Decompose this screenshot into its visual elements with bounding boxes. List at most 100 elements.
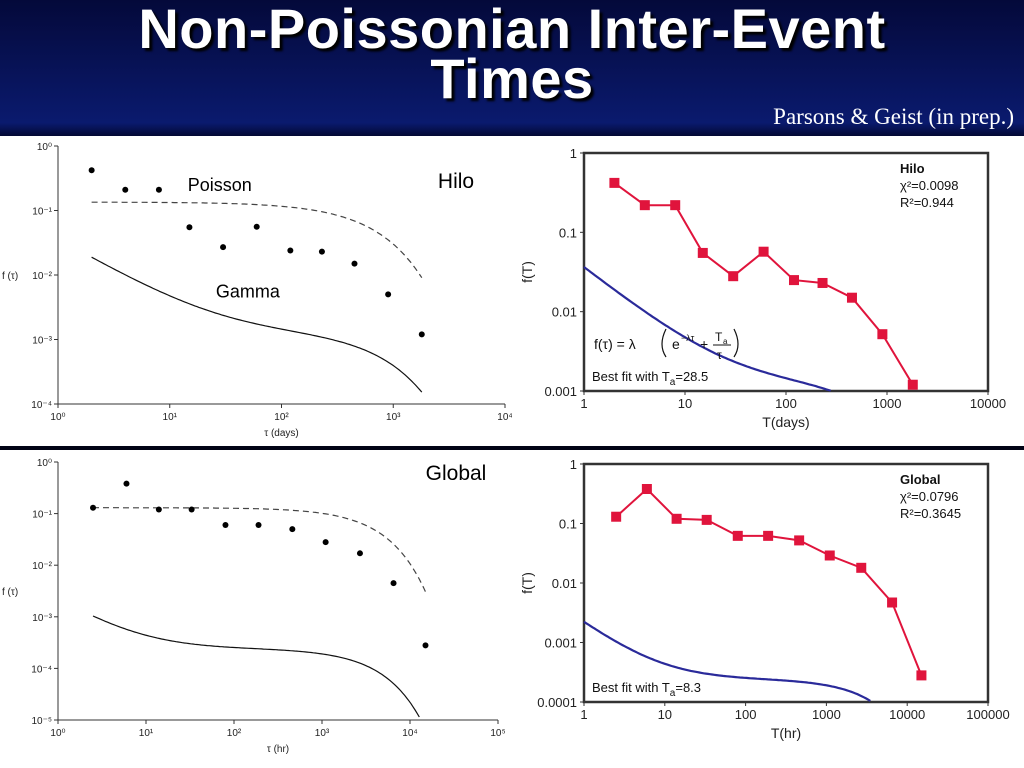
x-tick-label: 1: [580, 707, 587, 722]
x-tick-label: 10³: [386, 412, 401, 423]
data-square: [846, 292, 857, 303]
data-point: [155, 506, 162, 513]
title-line-1: Non-Poissonian Inter-Event: [138, 0, 886, 60]
r-squared-stat: R²=0.944: [900, 195, 954, 210]
data-square: [907, 379, 918, 390]
y-tick-label: 10⁻²: [32, 271, 52, 282]
best-fit-label: Best fit with Ta=8.3: [592, 680, 701, 699]
x-tick-label: 100: [775, 396, 797, 411]
data-point: [186, 224, 193, 231]
y-tick-label: 10⁻⁴: [31, 400, 52, 411]
r-squared-stat: R²=0.3645: [900, 506, 961, 521]
data-point: [390, 580, 397, 587]
y-axis-label: f(T): [519, 261, 535, 283]
x-tick-label: 1000: [873, 396, 902, 411]
x-tick-label: 10³: [315, 728, 330, 739]
x-tick-label: 10: [658, 707, 672, 722]
best-fit-text: Best fit with T: [592, 680, 670, 695]
title-line-2: Times: [430, 47, 594, 110]
y-tick-label: 10⁰: [37, 458, 52, 469]
data-point: [351, 260, 358, 267]
data-point: [88, 167, 95, 174]
formula-plus: +: [700, 336, 708, 352]
data-point: [222, 522, 229, 529]
data-square: [856, 562, 867, 573]
chart-title: Global: [426, 462, 487, 485]
data-point: [220, 244, 227, 251]
data-point: [188, 506, 195, 513]
y-tick-label: 10⁻³: [32, 613, 52, 624]
x-tick-label: 10⁵: [490, 728, 505, 739]
x-axis-label: τ (days): [264, 428, 299, 439]
data-square: [611, 511, 622, 522]
x-tick-label: 10000: [970, 396, 1006, 411]
x-tick-label: 10⁴: [497, 412, 512, 423]
data-square: [916, 670, 927, 681]
x-axis-label: τ (hr): [267, 744, 289, 755]
y-tick-label: 10⁻⁴: [31, 664, 52, 675]
x-tick-label: 10²: [227, 728, 242, 739]
data-square: [788, 275, 799, 286]
best-fit-subscript: a: [670, 688, 676, 699]
chart-title: Hilo: [438, 170, 474, 193]
best-fit-label: Best fit with Ta=28.5: [592, 369, 708, 388]
data-square: [671, 513, 682, 524]
data-point: [289, 526, 296, 533]
chart-title: Hilo: [900, 161, 925, 176]
global-fit-chart: 1 10 100 1000 10000 100000 1 0.1 0.01 0.001 0.0001…: [519, 457, 1010, 741]
x-axis-label: T(days): [762, 414, 809, 430]
y-tick-label: 10⁰: [37, 142, 52, 153]
attribution: Parsons & Geist (in prep.): [773, 104, 1014, 129]
chi-square-stat: χ²=0.0098: [900, 178, 959, 193]
curve-label-poisson: Poisson: [188, 175, 252, 195]
y-axis-label: f (τ): [2, 271, 18, 282]
data-square: [887, 597, 898, 608]
data-square: [670, 200, 681, 211]
data-square: [824, 550, 835, 561]
formula-exp-power: −λτ: [681, 333, 695, 343]
y-tick-label: 0.001: [544, 384, 577, 399]
gamma-curve: [91, 256, 423, 393]
y-tick-label: 10⁻³: [32, 336, 52, 347]
data-square: [763, 530, 774, 541]
x-tick-label: 10: [678, 396, 692, 411]
y-tick-label: 1: [570, 146, 577, 161]
formula-numerator-sub: a: [723, 337, 728, 346]
gamma-curve: [92, 615, 420, 718]
data-point: [422, 642, 429, 649]
formula-prefix: f(τ) = λ: [594, 336, 636, 352]
x-tick-label: 10⁰: [50, 412, 65, 423]
data-point: [385, 291, 392, 298]
hilo-gamma-panel: 10⁰ 10¹ 10² 10³ 10⁴ 10⁰ 10⁻¹ 10⁻² 10⁻³ 10⁻⁴ τ (day…: [0, 136, 512, 446]
fit-curve: [583, 620, 871, 702]
formula-paren-right: [733, 328, 739, 358]
formula-paren-left: [661, 328, 667, 358]
y-tick-label: 10⁻¹: [32, 207, 52, 218]
y-tick-label: 0.1: [559, 225, 577, 240]
x-tick-label: 1000: [812, 707, 841, 722]
chart-title: Global: [900, 472, 940, 487]
y-axis-label: f (τ): [2, 587, 18, 598]
formula-numerator: T: [715, 330, 723, 344]
data-point: [90, 504, 97, 511]
data-square: [701, 514, 712, 525]
plot-frame: [582, 462, 990, 704]
data-square: [641, 484, 652, 495]
poisson-curve: [91, 201, 423, 279]
chi-square-stat: χ²=0.0796: [900, 489, 959, 504]
data-square: [817, 277, 828, 288]
slide-title: Non-Poissonian Inter-Event Times: [0, 0, 1024, 110]
best-fit-value: =8.3: [675, 680, 701, 695]
data-square: [732, 530, 743, 541]
data-square: [639, 200, 650, 211]
x-tick-label: 10⁰: [50, 728, 65, 739]
y-tick-label: 0.001: [544, 636, 577, 651]
formula-denominator: τ: [717, 348, 722, 362]
data-square: [877, 329, 888, 340]
best-fit-subscript: a: [670, 377, 676, 388]
data-point: [253, 223, 260, 230]
best-fit-text: Best fit with T: [592, 369, 670, 384]
global-fit-panel: 1 10 100 1000 10000 100000 1 0.1 0.01 0.001 0.0001…: [512, 450, 1024, 768]
x-tick-label: 10000: [889, 707, 925, 722]
global-gamma-chart: 10⁰ 10¹ 10² 10³ 10⁴ 10⁵ 10⁰ 10⁻¹ 10⁻² 10⁻³ 10⁻⁴ 10⁻…: [2, 458, 506, 755]
